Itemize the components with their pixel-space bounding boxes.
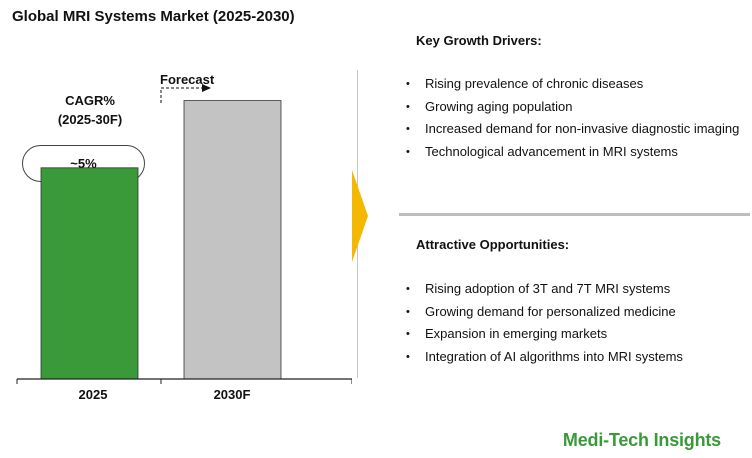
- opportunity-item: Growing demand for personalized medicine: [404, 301, 683, 324]
- bar-2025: [40, 167, 139, 380]
- opportunity-item: Rising adoption of 3T and 7T MRI systems: [404, 278, 683, 301]
- cagr-label-line2: (2025-30F): [57, 112, 123, 127]
- drivers-list: Rising prevalence of chronic diseases Gr…: [404, 73, 739, 163]
- arrow-right-icon: [352, 170, 368, 262]
- opportunity-item: Integration of AI algorithms into MRI sy…: [404, 346, 683, 369]
- forecast-bracket: [160, 87, 206, 103]
- forecast-label: Forecast: [160, 72, 215, 87]
- driver-item: Rising prevalence of chronic diseases: [404, 73, 739, 96]
- driver-item: Technological advancement in MRI systems: [404, 141, 739, 164]
- x-tick-label-2025: 2025: [78, 387, 108, 402]
- opportunities-heading: Attractive Opportunities:: [416, 237, 570, 252]
- bar-2030f: [183, 100, 282, 380]
- opportunities-list: Rising adoption of 3T and 7T MRI systems…: [404, 278, 683, 368]
- forecast-arrowhead: [202, 84, 211, 92]
- drivers-heading: Key Growth Drivers:: [416, 33, 542, 48]
- cagr-label: CAGR% (2025-30F): [40, 91, 140, 129]
- x-tick-label-2030f: 2030F: [213, 387, 251, 402]
- opportunity-item: Expansion in emerging markets: [404, 323, 683, 346]
- brand-logo: Medi-Tech Insights: [562, 430, 721, 450]
- cagr-label-line1: CAGR%: [65, 93, 115, 108]
- chart-title: Global MRI Systems Market (2025-2030): [12, 8, 295, 25]
- bar-chart: [16, 84, 352, 384]
- driver-item: Growing aging population: [404, 96, 739, 119]
- cagr-value: ~5%: [70, 156, 97, 171]
- driver-item: Increased demand for non-invasive diagno…: [404, 118, 739, 141]
- horizontal-divider: [399, 213, 750, 216]
